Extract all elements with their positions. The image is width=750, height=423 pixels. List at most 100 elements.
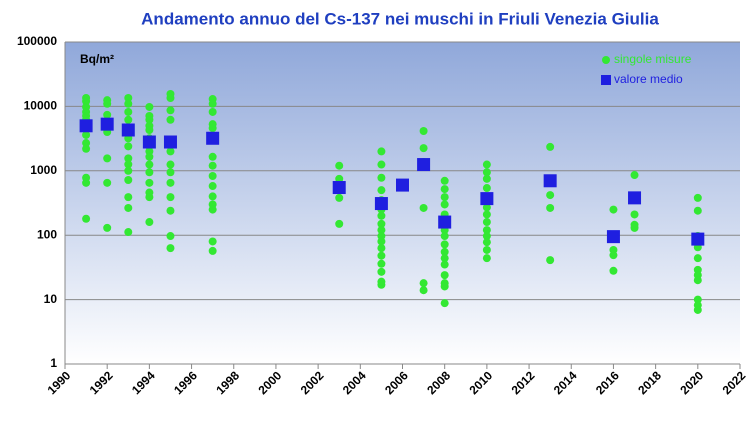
point (482, 218, 491, 227)
point (419, 286, 428, 295)
point (166, 178, 175, 187)
x-tick-label: 2010 (466, 368, 495, 397)
point (335, 219, 344, 228)
point (440, 282, 449, 291)
point (208, 246, 217, 255)
point (103, 110, 112, 119)
point (335, 161, 344, 170)
mean-marker (332, 181, 346, 195)
plot-area (65, 42, 740, 364)
point (145, 102, 154, 111)
mean-marker (374, 197, 388, 211)
mean-marker (163, 135, 177, 149)
point (145, 152, 154, 161)
point (145, 168, 154, 177)
mean-marker (628, 191, 642, 205)
point (377, 147, 386, 156)
point (377, 251, 386, 260)
point (124, 160, 133, 169)
point (482, 184, 491, 193)
point (124, 166, 133, 175)
mean-marker (606, 230, 620, 244)
point (440, 193, 449, 202)
point (166, 160, 175, 169)
point (377, 267, 386, 276)
chart-title: Andamento annuo del Cs-137 nei muschi in… (141, 9, 659, 28)
point (166, 94, 175, 103)
point (693, 276, 702, 285)
point (482, 245, 491, 254)
point (482, 254, 491, 263)
mean-marker (206, 131, 220, 145)
point (440, 200, 449, 209)
point (208, 205, 217, 214)
y-tick-label: 100 (37, 227, 57, 241)
point (482, 232, 491, 241)
point (166, 193, 175, 202)
y-tick-label: 1 (50, 356, 57, 370)
point (546, 256, 555, 265)
mean-marker (480, 192, 494, 206)
point (546, 191, 555, 200)
point (145, 218, 154, 227)
point (208, 172, 217, 181)
point (208, 99, 217, 108)
point (440, 260, 449, 269)
point (82, 214, 91, 223)
point (166, 244, 175, 253)
x-tick-label: 2014 (551, 368, 580, 397)
y-tick-label: 10000 (24, 99, 58, 113)
point (208, 152, 217, 161)
point (609, 205, 618, 214)
point (82, 178, 91, 187)
point (482, 203, 491, 212)
point (103, 99, 112, 108)
mean-marker (396, 178, 409, 192)
x-tick-label: 2008 (424, 368, 453, 397)
point (546, 142, 555, 151)
point (103, 154, 112, 163)
y-axis-label: Bq/m² (80, 52, 114, 66)
mean-marker (79, 119, 93, 133)
point (440, 240, 449, 249)
x-tick-label: 2022 (720, 368, 749, 397)
point (482, 160, 491, 169)
point (482, 226, 491, 235)
point (145, 178, 154, 187)
legend-label: singole misure (614, 52, 692, 66)
point (166, 232, 175, 241)
point (208, 107, 217, 116)
mean-marker (438, 215, 452, 229)
x-tick-label: 2000 (256, 368, 285, 397)
point (166, 168, 175, 177)
point (166, 147, 175, 156)
x-tick-label: 2004 (340, 368, 369, 397)
point (377, 219, 386, 228)
point (166, 106, 175, 115)
point (124, 154, 133, 163)
point (377, 237, 386, 246)
point (440, 185, 449, 194)
point (609, 266, 618, 275)
point (335, 193, 344, 202)
point (419, 279, 428, 288)
point (82, 144, 91, 153)
x-tick-label: 2020 (677, 368, 706, 397)
point (124, 115, 133, 124)
point (377, 173, 386, 182)
point (482, 174, 491, 183)
x-tick-label: 1992 (87, 368, 116, 397)
point (419, 203, 428, 212)
y-tick-label: 1000 (30, 163, 57, 177)
point (208, 161, 217, 170)
point (335, 174, 344, 183)
point (82, 130, 91, 139)
point (693, 254, 702, 263)
point (103, 178, 112, 187)
point (693, 295, 702, 304)
point (208, 182, 217, 191)
point (693, 305, 702, 314)
x-tick-label: 2016 (593, 368, 622, 397)
point (82, 139, 91, 148)
